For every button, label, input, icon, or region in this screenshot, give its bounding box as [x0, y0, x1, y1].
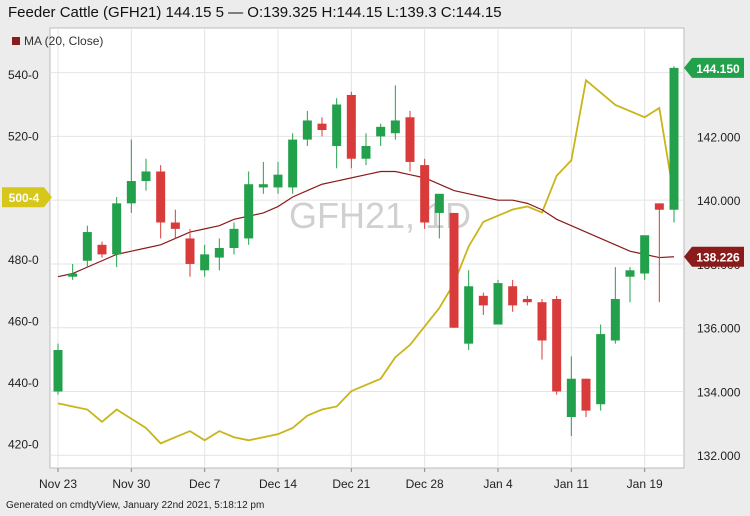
candle-body [420, 165, 429, 222]
x-tick-label: Dec 21 [332, 477, 370, 491]
x-tick-label: Nov 30 [112, 477, 150, 491]
right-tick-label: 136.000 [697, 322, 741, 336]
candle-body [54, 350, 63, 391]
ma-value-tag-label: 138.226 [696, 251, 740, 265]
candle-body [640, 235, 649, 273]
candle-body [83, 232, 92, 261]
x-tick-label: Dec 28 [406, 477, 444, 491]
left-axis: 540-0 520-0 480-0 460-0 440-0 420-0 [8, 68, 39, 451]
candle-body [171, 222, 180, 228]
left-tick-label: 480-0 [8, 253, 39, 267]
left-tick-label: 460-0 [8, 314, 39, 328]
left-tick-label: 440-0 [8, 376, 39, 390]
candle-body [538, 302, 547, 340]
candle-body [508, 286, 517, 305]
candle-body [230, 229, 239, 248]
right-tick-label: 134.000 [697, 385, 741, 399]
x-tick-label: Dec 7 [189, 477, 221, 491]
candle-body [215, 248, 224, 258]
candle-body [156, 171, 165, 222]
x-tick-label: Jan 19 [627, 477, 663, 491]
candle-body [332, 105, 341, 146]
left-tick-label: 420-0 [8, 437, 39, 451]
candle-body [406, 117, 415, 162]
candle-body [596, 334, 605, 404]
legend: MA (20, Close) [12, 34, 103, 48]
candle-body [626, 270, 635, 276]
candle-body [655, 203, 664, 209]
x-axis: Nov 23 Nov 30 Dec 7 Dec 14 Dec 21 Dec 28 Jan 4… [39, 468, 663, 491]
legend-ma-label: MA (20, Close) [24, 34, 103, 48]
left-tick-label: 540-0 [8, 68, 39, 82]
x-tick-label: Dec 14 [259, 477, 297, 491]
candle-body [435, 194, 444, 213]
candle-body [288, 140, 297, 188]
footer-credit: Generated on cmdtyView, January 22nd 202… [6, 500, 264, 511]
candle-body [611, 299, 620, 340]
candle-body [347, 95, 356, 159]
candle-body [391, 120, 400, 133]
candle-body [68, 274, 77, 277]
x-tick-label: Nov 23 [39, 477, 77, 491]
candle-body [464, 286, 473, 343]
left-tag-label: 500-4 [9, 191, 40, 205]
candle-body [479, 296, 488, 306]
x-tick-label: Jan 4 [483, 477, 513, 491]
candle-body [303, 120, 312, 139]
left-tick-label: 520-0 [8, 130, 39, 144]
right-tick-label: 140.000 [697, 194, 741, 208]
candle-body [582, 379, 591, 411]
right-tick-label: 132.000 [697, 449, 741, 463]
candle-body [567, 379, 576, 417]
candle-body [552, 299, 561, 391]
candle-body [274, 175, 283, 188]
candle-body [523, 299, 532, 302]
candle-body [494, 283, 503, 324]
candle-body [376, 127, 385, 137]
candle-body [127, 181, 136, 203]
candle-body [450, 213, 459, 328]
candle-body [142, 171, 151, 181]
candle-body [186, 238, 195, 264]
right-tick-label: 142.000 [697, 130, 741, 144]
candle-body [318, 124, 327, 130]
candle-body [244, 184, 253, 238]
candle-body [259, 184, 268, 187]
legend-swatch [12, 37, 20, 45]
last-price-tag-label: 144.150 [696, 62, 740, 76]
x-tick-label: Jan 11 [554, 477, 589, 491]
candle-body [200, 254, 209, 270]
candle-body [670, 68, 679, 210]
candle-body [98, 245, 107, 255]
candle-body [112, 203, 121, 254]
candle-body [362, 146, 371, 159]
